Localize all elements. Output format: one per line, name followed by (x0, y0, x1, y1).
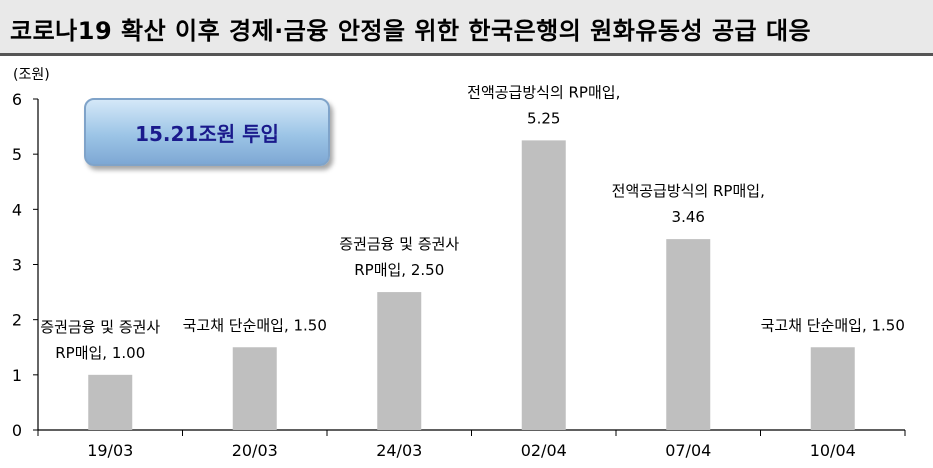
y-tick-label: 3 (12, 256, 22, 275)
bar (88, 374, 133, 430)
data-label: 증권금융 및 증권사 (339, 235, 459, 253)
y-tick-label: 2 (12, 311, 22, 330)
x-tick-label: 24/03 (376, 441, 422, 460)
y-tick-label: 1 (12, 366, 22, 385)
bar (521, 140, 566, 430)
bar (810, 347, 855, 430)
data-label: 3.46 (672, 208, 705, 226)
y-tick-label: 5 (12, 145, 22, 164)
x-tick-label: 07/04 (665, 441, 711, 460)
x-tick-label: 02/04 (521, 441, 567, 460)
bar-chart: (조원) 0 1 2 3 4 5 6 19/03 증권금융 및 증권사 RP매입, 1.00 20/0… (12, 67, 906, 460)
data-label: 5.25 (527, 109, 560, 127)
data-label: 증권금융 및 증권사 (40, 318, 160, 336)
y-tick-label: 4 (12, 200, 22, 219)
y-tick-label: 6 (12, 90, 22, 109)
data-label: 국고채 단순매입, 1.50 (183, 316, 327, 334)
data-label: 전액공급방식의 RP매입, (612, 182, 765, 200)
x-tick-label: 20/03 (232, 441, 278, 460)
data-label: RP매입, 1.00 (55, 344, 145, 362)
bar (377, 292, 422, 430)
x-tick-label: 19/03 (87, 441, 133, 460)
total-callout-text: 15.21조원 투입 (135, 121, 279, 146)
y-tick-label: 0 (12, 421, 22, 440)
data-label: 전액공급방식의 RP매입, (467, 83, 620, 101)
title-bar: 코로나19 확산 이후 경제·금융 안정을 위한 한국은행의 원화유동성 공급 … (0, 0, 933, 56)
data-label: RP매입, 2.50 (354, 261, 444, 279)
bar (232, 347, 277, 430)
total-callout-box: 15.21조원 투입 (84, 98, 330, 166)
data-label: 국고채 단순매입, 1.50 (761, 316, 905, 334)
bar (666, 239, 711, 430)
y-unit-label: (조원) (13, 67, 50, 83)
x-tick-label: 10/04 (810, 441, 856, 460)
page-title: 코로나19 확산 이후 경제·금융 안정을 위한 한국은행의 원화유동성 공급 … (10, 17, 812, 45)
